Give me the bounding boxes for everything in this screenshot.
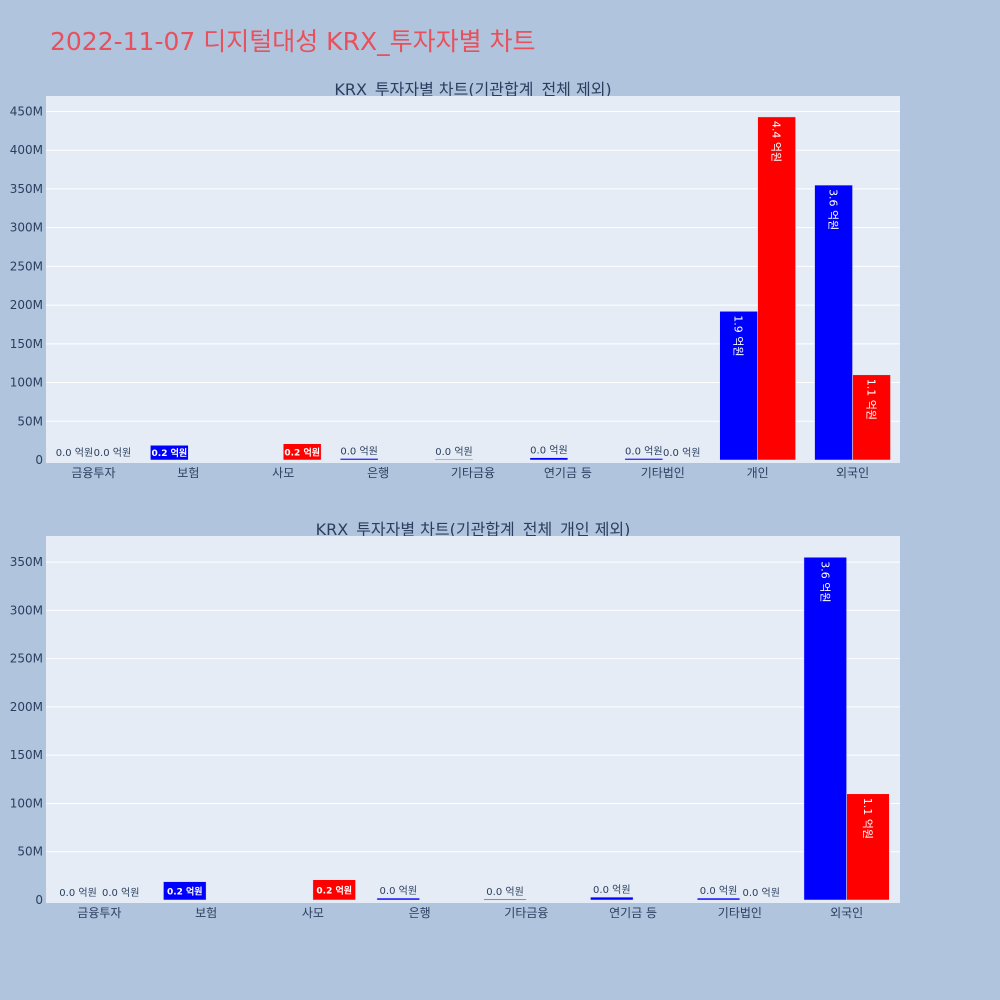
chart-2-title: KRX_투자자별 차트(기관합계_전체_개인 제외): [316, 520, 631, 540]
chart-1: 0 50M 100M 150M 200M 250M 300M 350M 400M 450M 금융투자…: [10, 96, 900, 480]
bar-series-1: [150, 445, 189, 461]
y-tick-label: 350M: [10, 182, 43, 196]
x-tick-label: 보험: [177, 466, 199, 480]
bar-value-label: 0.2 억원: [152, 447, 188, 459]
bar-value-label: 0.0 억원: [56, 447, 93, 459]
bar-value-label: 1.9 억원: [732, 315, 745, 356]
bar-series-1: [529, 457, 569, 461]
bar-value-label: 0.0 억원: [380, 885, 417, 897]
x-tick-label: 연기금 등: [544, 466, 592, 480]
bar-value-label: 0.0 억원: [486, 886, 523, 898]
y-tick-label: 50M: [17, 414, 43, 428]
bar-value-label: 0.0 억원: [530, 445, 567, 457]
bar-value-label: 0.0 억원: [593, 884, 630, 896]
bar-value-label: 0.0 억원: [625, 445, 662, 457]
bar-series-1: [814, 184, 853, 461]
y-tick-label: 100M: [10, 376, 43, 390]
x-tick-label: 외국인: [830, 906, 863, 920]
bar-series-1: [696, 897, 741, 901]
bar-value-label: 0.0 억원: [102, 887, 139, 899]
bar-value-label: 0.0 억원: [59, 887, 96, 899]
y-tick-label: 50M: [17, 845, 43, 859]
bar-series-1: [590, 896, 634, 901]
y-tick-label: 0: [35, 893, 43, 907]
x-tick-label: 금융투자: [77, 906, 121, 920]
bar-value-label: 0.2 억원: [316, 884, 352, 896]
bar-value-label: 0.2 억원: [284, 446, 320, 458]
bar-value-label: 1.1 억원: [861, 798, 874, 839]
y-tick-label: 100M: [10, 796, 43, 810]
y-tick-label: 150M: [10, 337, 43, 351]
bar-series-2: [846, 793, 890, 901]
bar-series-2: [852, 374, 891, 461]
bar-series-1: [163, 881, 207, 901]
bar-series-1: [339, 458, 379, 461]
bar-value-label: 1.1 억원: [865, 379, 878, 420]
y-tick-label: 150M: [10, 748, 43, 762]
bar-value-label: 0.0 억원: [340, 445, 377, 457]
bar-value-label: 0.0 억원: [663, 447, 700, 459]
x-tick-label: 기타금융: [504, 906, 548, 920]
y-tick-label: 300M: [10, 221, 43, 235]
y-tick-label: 400M: [10, 143, 43, 157]
y-tick-label: 200M: [10, 700, 43, 714]
x-tick-label: 외국인: [836, 466, 869, 480]
y-tick-label: 350M: [10, 555, 43, 569]
bar-value-label: 3.6 억원: [818, 561, 831, 602]
bar-value-label: 0.0 억원: [435, 446, 472, 458]
y-tick-label: 250M: [10, 259, 43, 273]
y-tick-label: 0: [35, 453, 43, 467]
x-tick-label: 사모: [272, 466, 294, 480]
bar-value-label: 0.0 억원: [742, 887, 779, 899]
bar-value-label: 4.4 억원: [770, 121, 783, 162]
x-tick-label: 사모: [302, 906, 324, 920]
bar-series-1: [483, 898, 527, 901]
x-tick-label: 개인: [747, 466, 769, 480]
plot-area: [46, 536, 900, 903]
x-tick-label: 금융투자: [71, 466, 115, 480]
x-tick-label: 기타법인: [641, 466, 685, 480]
x-tick-label: 은행: [367, 465, 389, 480]
bar-series-2: [757, 116, 796, 461]
bar-value-label: 0.0 억원: [94, 447, 131, 459]
bar-series-2: [282, 443, 322, 461]
chart-2: 0 50M 100M 150M 200M 250M 300M 350M 금융투자 보험 사모 은행 기타…: [10, 536, 900, 920]
x-tick-label: 은행: [409, 905, 431, 920]
bar-series-2: [312, 879, 356, 901]
x-tick-label: 연기금 등: [609, 906, 657, 920]
y-tick-label: 300M: [10, 603, 43, 617]
page-title: 2022-11-07 디지털대성 KRX_투자자별 차트: [50, 27, 536, 56]
y-tick-label: 250M: [10, 652, 43, 666]
bar-series-1: [376, 897, 420, 901]
bar-series-1: [434, 458, 474, 461]
x-tick-label: 기타금융: [451, 466, 495, 480]
y-tick-label: 450M: [10, 104, 43, 118]
bar-value-label: 3.6 억원: [827, 189, 840, 230]
y-tick-label: 200M: [10, 298, 43, 312]
bar-value-label: 0.0 억원: [700, 885, 737, 897]
x-tick-label: 기타법인: [718, 906, 762, 920]
bar-series-1: [719, 311, 758, 461]
x-tick-label: 보험: [195, 906, 217, 920]
bar-series-1: [803, 556, 847, 901]
bar-value-label: 0.2 억원: [167, 885, 203, 897]
bar-series-1: [624, 458, 664, 461]
chart-1-title: KRX_투자자별 차트(기관합계_전체 제외): [334, 80, 611, 100]
